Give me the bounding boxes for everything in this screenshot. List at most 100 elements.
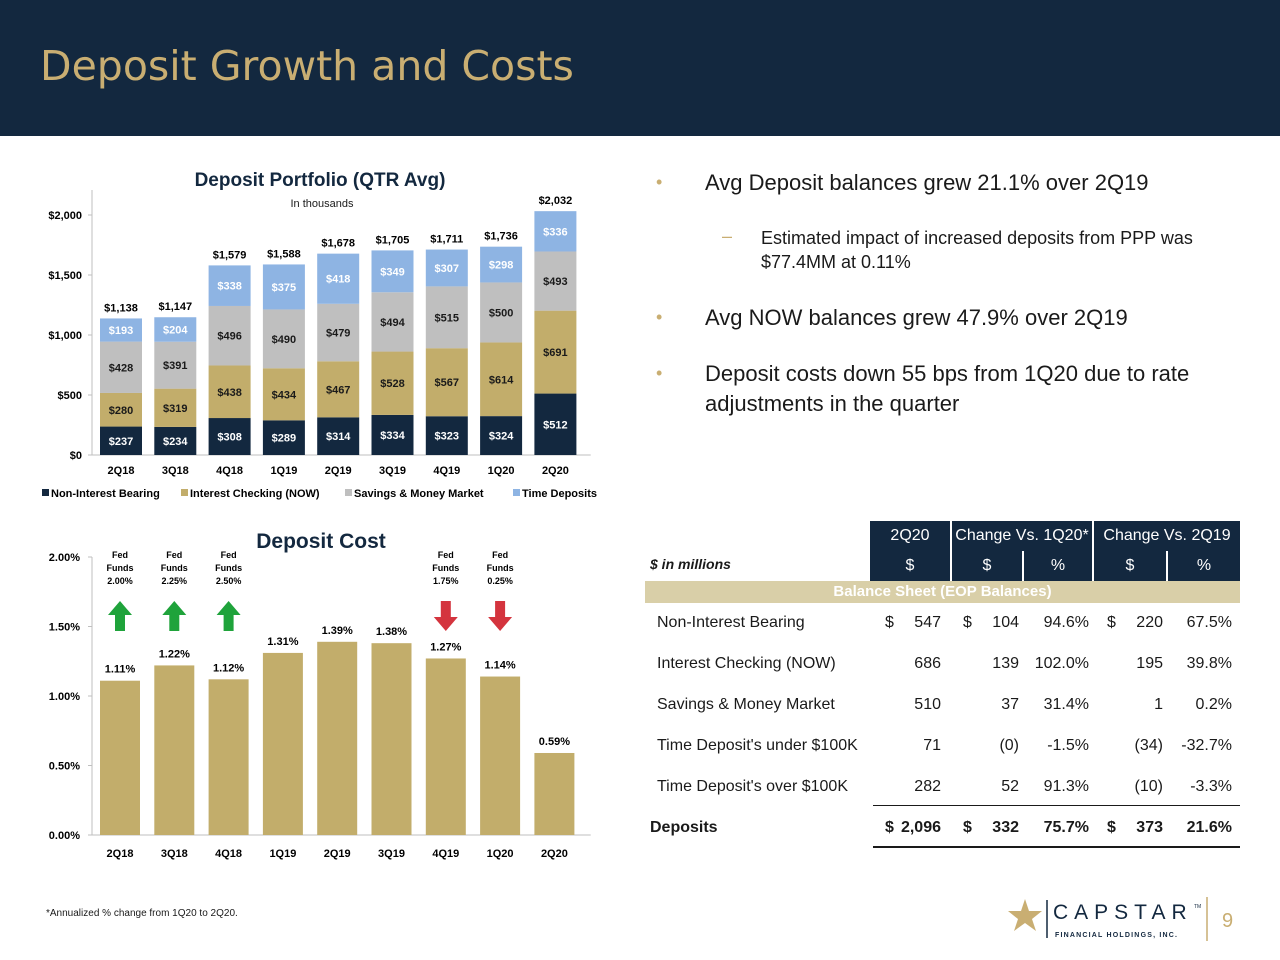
logo-trademark: TM [1194, 904, 1201, 910]
segment-label: $691 [543, 347, 567, 359]
arrow-up-icon [216, 601, 241, 631]
x-tick-label: 4Q19 [432, 848, 459, 860]
bar-segment [425, 286, 468, 349]
x-tick-label: 3Q18 [161, 848, 188, 860]
bar-segment [371, 414, 414, 455]
bullet-deposit-costs: Deposit costs down 55 bps from 1Q20 due … [705, 361, 1190, 416]
footnote: *Annualized % change from 1Q20 to 2Q20. [46, 908, 238, 919]
y-tick-label: 0.50% [49, 761, 80, 773]
segment-label: $237 [109, 436, 133, 448]
total-row-value: $ [963, 819, 972, 836]
col-header-2q20: 2Q20 [870, 521, 950, 551]
arrow-down-icon [488, 601, 513, 631]
bullet-dash: – [722, 226, 733, 246]
bar-segment [208, 365, 251, 419]
total-row-value: 2,096 [900, 819, 941, 836]
arrow-up-icon [108, 601, 132, 631]
segment-label: $467 [326, 384, 350, 396]
x-tick-label: 2Q20 [541, 848, 568, 860]
segment-label: $349 [380, 266, 404, 278]
x-tick-label: 1Q20 [487, 848, 514, 860]
segment-label: $193 [109, 325, 133, 337]
sub-header: $ [1094, 551, 1166, 581]
fed-funds-note: Funds [161, 563, 188, 573]
arrow-up-icon [162, 601, 187, 631]
cost-label: 1.11% [105, 664, 136, 676]
bar-segment [425, 348, 468, 417]
table-row-label: Interest Checking (NOW) [657, 655, 836, 672]
segment-label: $280 [109, 405, 133, 417]
cost-label: 1.31% [267, 636, 298, 648]
legend-swatch [181, 489, 188, 496]
segment-label: $500 [489, 307, 513, 319]
table-row-value: 104 [992, 614, 1019, 631]
cost-label: 1.12% [213, 662, 244, 674]
bar-segment [317, 303, 360, 362]
table-row-value: $ [963, 614, 972, 631]
segment-label: $512 [543, 419, 567, 431]
cost-bar [100, 680, 140, 835]
x-tick-label: 2Q19 [325, 465, 352, 477]
bar-segment [371, 351, 414, 415]
fed-funds-note: Funds [432, 563, 459, 573]
bar-segment [154, 388, 197, 427]
cost-bar [317, 641, 358, 835]
segment-label: $567 [435, 377, 459, 389]
segment-label: $490 [272, 334, 296, 346]
x-tick-label: 3Q18 [162, 465, 189, 477]
cost-chart-title: Deposit Cost [256, 530, 386, 553]
cost-bar [154, 665, 195, 835]
table-row-value: $ [1107, 614, 1116, 631]
segment-label: $298 [489, 260, 513, 272]
segment-label: $319 [163, 403, 187, 415]
page-title: Deposit Growth and Costs [40, 42, 574, 90]
segment-label: $336 [543, 226, 567, 238]
bullet-dot: • [656, 307, 663, 327]
bar-segment [534, 211, 577, 252]
x-tick-label: 2Q19 [324, 848, 351, 860]
fed-funds-note: 2.25% [162, 576, 188, 586]
cost-bar [534, 752, 575, 835]
sub-header: $ [952, 551, 1022, 581]
legend-swatch [42, 489, 49, 496]
star-icon [1008, 899, 1042, 931]
deposit-cost-chart: Deposit Cost 0.00% 0.50% 1.00% 1.50% 2.00% 1… [49, 530, 591, 860]
segment-label: $515 [435, 312, 459, 324]
bar-segment [534, 251, 577, 311]
arrow-down-icon [433, 601, 458, 631]
segment-label: $428 [109, 362, 133, 374]
cost-label: 1.39% [322, 625, 353, 637]
table-row-value: 31.4% [1043, 696, 1089, 713]
bar-segment [425, 249, 468, 287]
segment-label: $314 [326, 431, 351, 443]
table-row-value: 102.0% [1034, 655, 1089, 672]
fed-funds-note: 2.50% [216, 576, 242, 586]
x-tick-label: 1Q19 [269, 848, 296, 860]
fed-funds-note: Fed [221, 550, 237, 560]
table-row-value: 39.8% [1186, 655, 1232, 672]
bar-segment [371, 292, 414, 352]
total-row-value: 75.7% [1043, 819, 1089, 836]
segment-label: $307 [435, 263, 459, 275]
bar-segment [100, 426, 142, 455]
total-label: $2,032 [539, 195, 573, 207]
bar-segment [480, 416, 523, 455]
cost-label: 1.14% [484, 660, 515, 672]
divider [873, 805, 1240, 806]
total-label: $1,588 [267, 248, 301, 260]
page-number: 9 [1222, 910, 1234, 932]
header-bar: Deposit Growth and Costs [0, 0, 1280, 136]
bar-segment [317, 361, 360, 418]
segment-label: $614 [489, 374, 514, 386]
bullet-deposit-growth: Avg Deposit balances grew 21.1% over 2Q1… [705, 170, 1149, 195]
table-row-value: 1 [1154, 696, 1163, 713]
segment-label: $334 [380, 430, 405, 442]
bar-segment [262, 264, 305, 310]
col-header-vs-2q19: Change Vs. 2Q19 [1094, 521, 1240, 551]
total-label: $1,736 [484, 231, 518, 243]
x-tick-label: 4Q19 [433, 465, 460, 477]
bar-segment [208, 265, 251, 306]
table-row-value: -1.5% [1047, 737, 1089, 754]
total-label: $1,705 [376, 234, 410, 246]
deposit-portfolio-chart: Deposit Portfolio (QTR Avg) In thousands… [42, 170, 597, 500]
